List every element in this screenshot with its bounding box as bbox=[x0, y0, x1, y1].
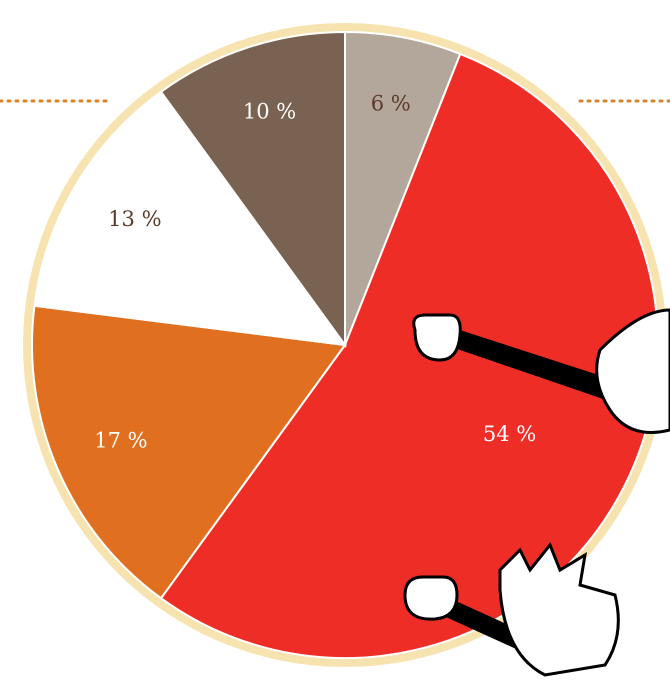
value-label: 13 % bbox=[108, 207, 161, 231]
value-label: 17 % bbox=[94, 428, 147, 452]
pie bbox=[32, 32, 658, 658]
value-label: 54 % bbox=[483, 422, 536, 446]
chart: 6 % 54 % 17 % 13 % 10 % bbox=[0, 0, 670, 682]
value-label: 6 % bbox=[371, 92, 411, 116]
value-label: 10 % bbox=[243, 99, 296, 123]
